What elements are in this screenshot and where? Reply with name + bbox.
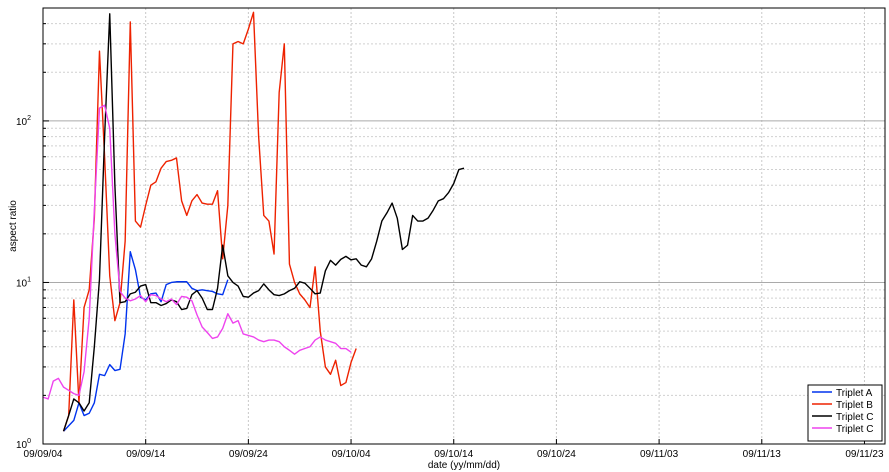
x-tick-label: 09/10/04	[332, 449, 371, 460]
x-tick-label: 09/11/23	[845, 449, 884, 460]
legend-entry: Triplet C	[836, 424, 873, 435]
x-tick-label: 09/09/24	[229, 449, 268, 460]
series-line-3	[62, 13, 465, 432]
legend-entry: Triplet C	[836, 412, 873, 423]
y-tick-base: 10	[16, 278, 28, 289]
series-line-1	[63, 251, 229, 432]
y-tick-exponent: 1	[27, 276, 31, 283]
series-line-2	[62, 11, 357, 432]
y-axis-title: aspect ratio	[8, 200, 19, 252]
x-tick-label: 09/11/13	[743, 449, 782, 460]
series-layer	[42, 11, 465, 432]
y-tick-base: 10	[16, 440, 28, 451]
y-tick-exponent: 2	[27, 115, 31, 122]
x-tick-label: 09/10/24	[537, 449, 576, 460]
series-line-4	[42, 104, 352, 400]
legend-entry: Triplet A	[836, 388, 873, 399]
legend-entry: Triplet B	[836, 400, 873, 411]
grid	[42, 7, 885, 445]
y-tick-label: 100	[16, 438, 31, 451]
y-tick-base: 10	[16, 117, 28, 128]
y-tick-exponent: 0	[27, 438, 31, 445]
x-tick-label: 09/11/03	[640, 449, 679, 460]
x-tick-label: 09/09/14	[126, 449, 165, 460]
x-tick-label: 09/10/14	[434, 449, 473, 460]
plot-frame	[42, 7, 886, 445]
x-axis-title: date (yy/mm/dd)	[428, 460, 500, 471]
x-tick-label: 09/09/04	[24, 449, 63, 460]
axis-ticks: 09/09/04 09/09/14 09/09/24 09/10/04 09/10/14…	[16, 7, 884, 460]
legend-box	[807, 384, 883, 442]
y-tick-label: 101	[16, 276, 31, 289]
y-tick-label: 102	[16, 115, 31, 128]
